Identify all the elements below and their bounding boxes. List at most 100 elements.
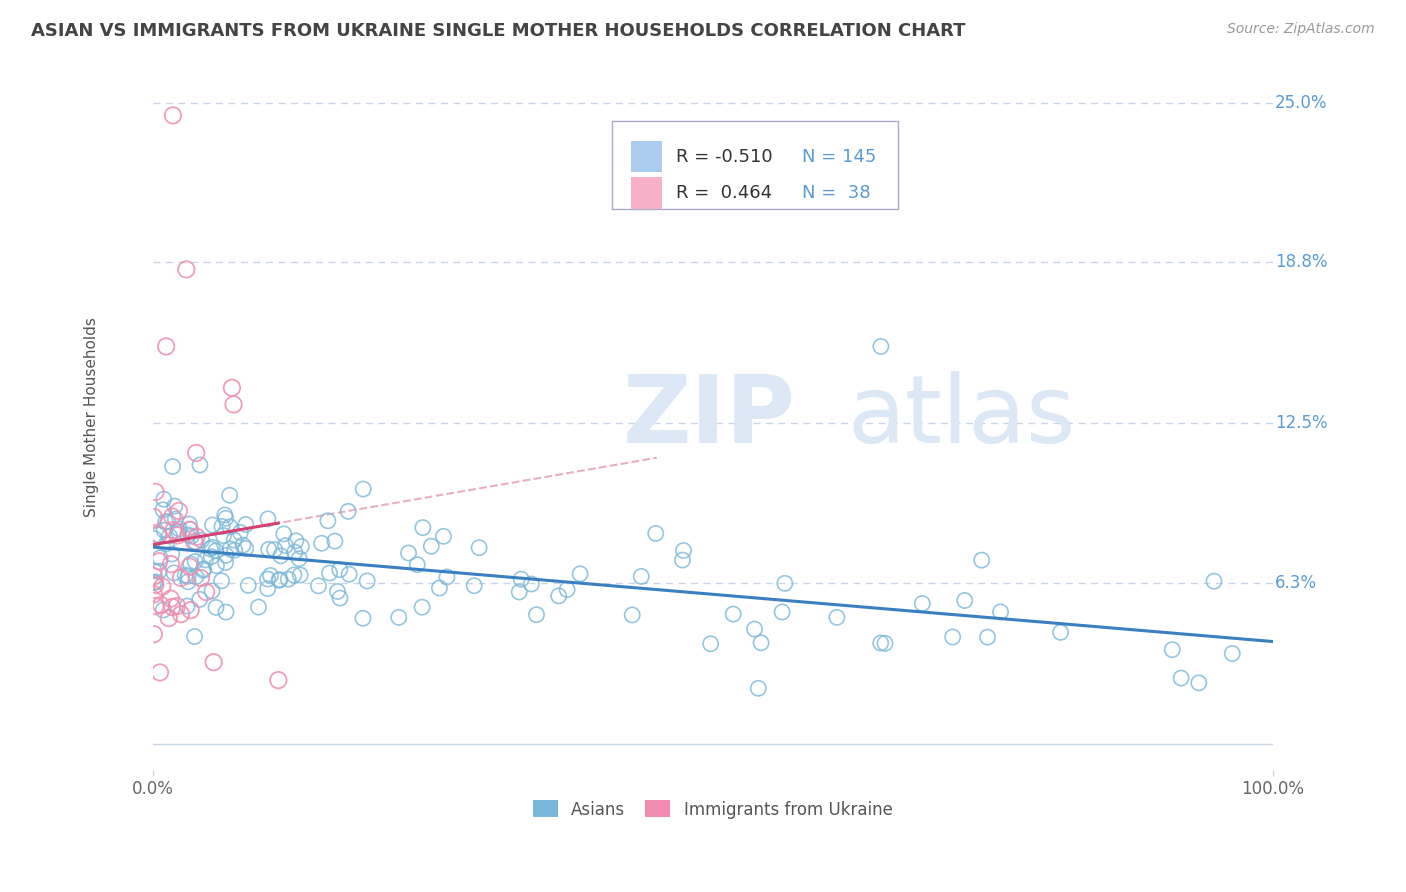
Point [179, 523, 201, 537]
Point [155, 537, 177, 551]
Point [510, 572, 533, 586]
Point [222, 397, 245, 411]
Point [526, 607, 548, 622]
Point [311, 536, 333, 550]
Point [942, 630, 965, 644]
Point [1170, 671, 1192, 685]
Point [180, 529, 202, 543]
Text: 25.0%: 25.0% [1275, 94, 1327, 112]
Point [953, 593, 976, 607]
Point [143, 564, 166, 578]
Point [162, 523, 184, 537]
Point [411, 600, 433, 615]
Point [221, 381, 243, 395]
Point [148, 528, 170, 542]
Point [232, 538, 254, 552]
Point [170, 607, 193, 622]
Point [256, 582, 278, 596]
Point [149, 550, 172, 565]
Point [193, 562, 215, 576]
Point [165, 512, 187, 526]
Point [200, 549, 222, 564]
Point [205, 600, 228, 615]
Point [160, 557, 183, 571]
Text: atlas: atlas [848, 371, 1076, 463]
Point [179, 559, 201, 574]
Point [162, 600, 184, 615]
Point [142, 587, 165, 601]
Point [356, 574, 378, 588]
Point [176, 262, 198, 277]
Point [257, 542, 280, 557]
Point [463, 579, 485, 593]
Text: R = -0.510: R = -0.510 [676, 147, 772, 166]
Point [825, 610, 848, 624]
Point [398, 546, 420, 560]
Point [869, 636, 891, 650]
Point [352, 611, 374, 625]
Point [337, 567, 360, 582]
Point [721, 607, 744, 621]
Point [176, 599, 198, 613]
Point [352, 482, 374, 496]
Point [205, 558, 228, 573]
Point [152, 603, 174, 617]
Point [436, 570, 458, 584]
Point [215, 549, 238, 563]
Point [167, 524, 190, 539]
Point [238, 578, 260, 592]
Point [277, 572, 299, 586]
Point [247, 600, 270, 615]
Point [142, 569, 165, 583]
Point [155, 339, 177, 353]
Point [186, 530, 208, 544]
Point [215, 605, 238, 619]
Point [163, 566, 186, 580]
Point [145, 574, 167, 589]
Point [770, 605, 793, 619]
Text: ZIP: ZIP [623, 371, 796, 463]
Point [159, 529, 181, 543]
Point [190, 533, 212, 548]
Point [749, 636, 772, 650]
Point [420, 539, 443, 553]
Point [166, 599, 188, 614]
Point [326, 584, 349, 599]
Point [201, 518, 224, 533]
Point [672, 543, 695, 558]
Point [167, 504, 190, 518]
Point [188, 592, 211, 607]
Point [406, 558, 429, 572]
Point [202, 655, 225, 669]
Point [143, 578, 166, 592]
Legend: Asians, Immigrants from Ukraine: Asians, Immigrants from Ukraine [526, 794, 900, 825]
Point [224, 533, 246, 548]
Point [432, 529, 454, 543]
Point [194, 553, 217, 567]
Point [1202, 574, 1225, 589]
Point [412, 521, 434, 535]
Point [177, 569, 200, 583]
Point [212, 528, 235, 542]
Point [211, 574, 233, 588]
Text: Single Mother Households: Single Mother Households [83, 317, 98, 517]
Point [180, 603, 202, 617]
Point [149, 665, 172, 680]
Point [329, 563, 352, 577]
Point [990, 605, 1012, 619]
Point [283, 568, 305, 582]
Point [162, 108, 184, 122]
Point [218, 520, 240, 534]
Point [184, 570, 207, 584]
Point [204, 543, 226, 558]
Point [183, 630, 205, 644]
Point [284, 545, 307, 559]
Point [267, 574, 290, 588]
Point [152, 492, 174, 507]
Text: 6.3%: 6.3% [1275, 574, 1317, 591]
Point [179, 522, 201, 536]
Point [235, 541, 257, 556]
Point [195, 585, 218, 599]
Point [547, 589, 569, 603]
Point [214, 508, 236, 522]
